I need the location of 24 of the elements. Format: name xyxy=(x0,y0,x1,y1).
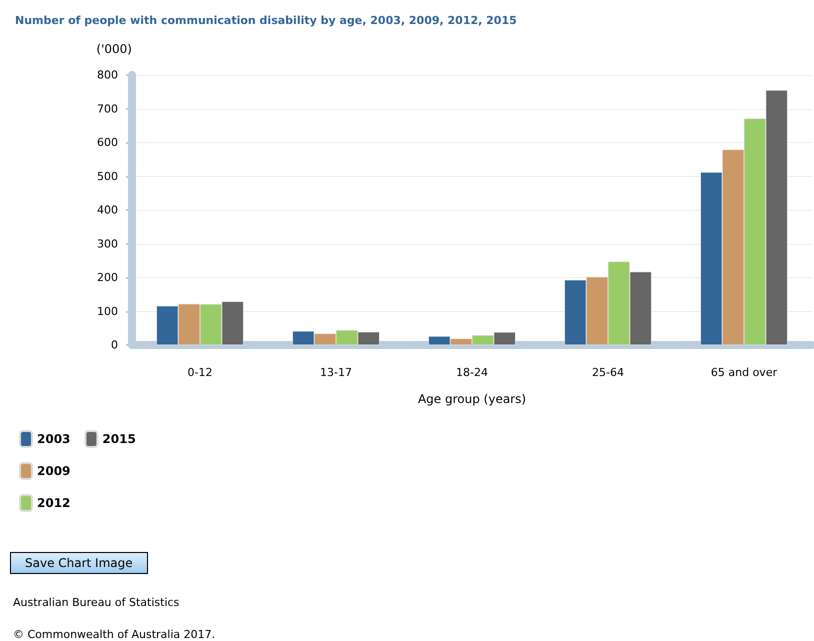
legend-label: 2009 xyxy=(37,464,70,478)
y-tick-label: 200 xyxy=(97,271,118,284)
text: Save Chart Image xyxy=(10,552,148,574)
x-tick-label: 25-64 xyxy=(592,366,624,379)
y-tick-label: 800 xyxy=(97,68,118,82)
y-tick-label: 600 xyxy=(97,136,118,149)
x-tick-label: 0-12 xyxy=(188,366,212,379)
legend-label: 2003 xyxy=(37,432,70,446)
text: © Commonwealth of Australia 2017. xyxy=(13,628,216,641)
y-tick-label: 0 xyxy=(111,338,118,352)
y-tick-label: 500 xyxy=(97,170,118,183)
x-tick-label: 18-24 xyxy=(456,366,488,379)
y-tick-label: 100 xyxy=(97,304,118,318)
x-axis-title: Age group (years) xyxy=(418,392,526,406)
legend-label: 2015 xyxy=(102,432,136,446)
x-tick-label: 65 and over xyxy=(710,366,778,379)
chart-title: Number of people with communication disability by age, 2003, 2009, 2012, 2015 xyxy=(15,14,517,27)
y-axis-title: ('000) xyxy=(96,42,132,56)
legend-label: 2012 xyxy=(37,496,70,510)
text: Australian Bureau of Statistics xyxy=(13,596,180,609)
x-tick-label: 13-17 xyxy=(320,366,352,379)
y-tick-label: 400 xyxy=(97,204,118,216)
y-tick-label: 300 xyxy=(97,237,118,250)
y-tick-label: 700 xyxy=(97,102,118,116)
